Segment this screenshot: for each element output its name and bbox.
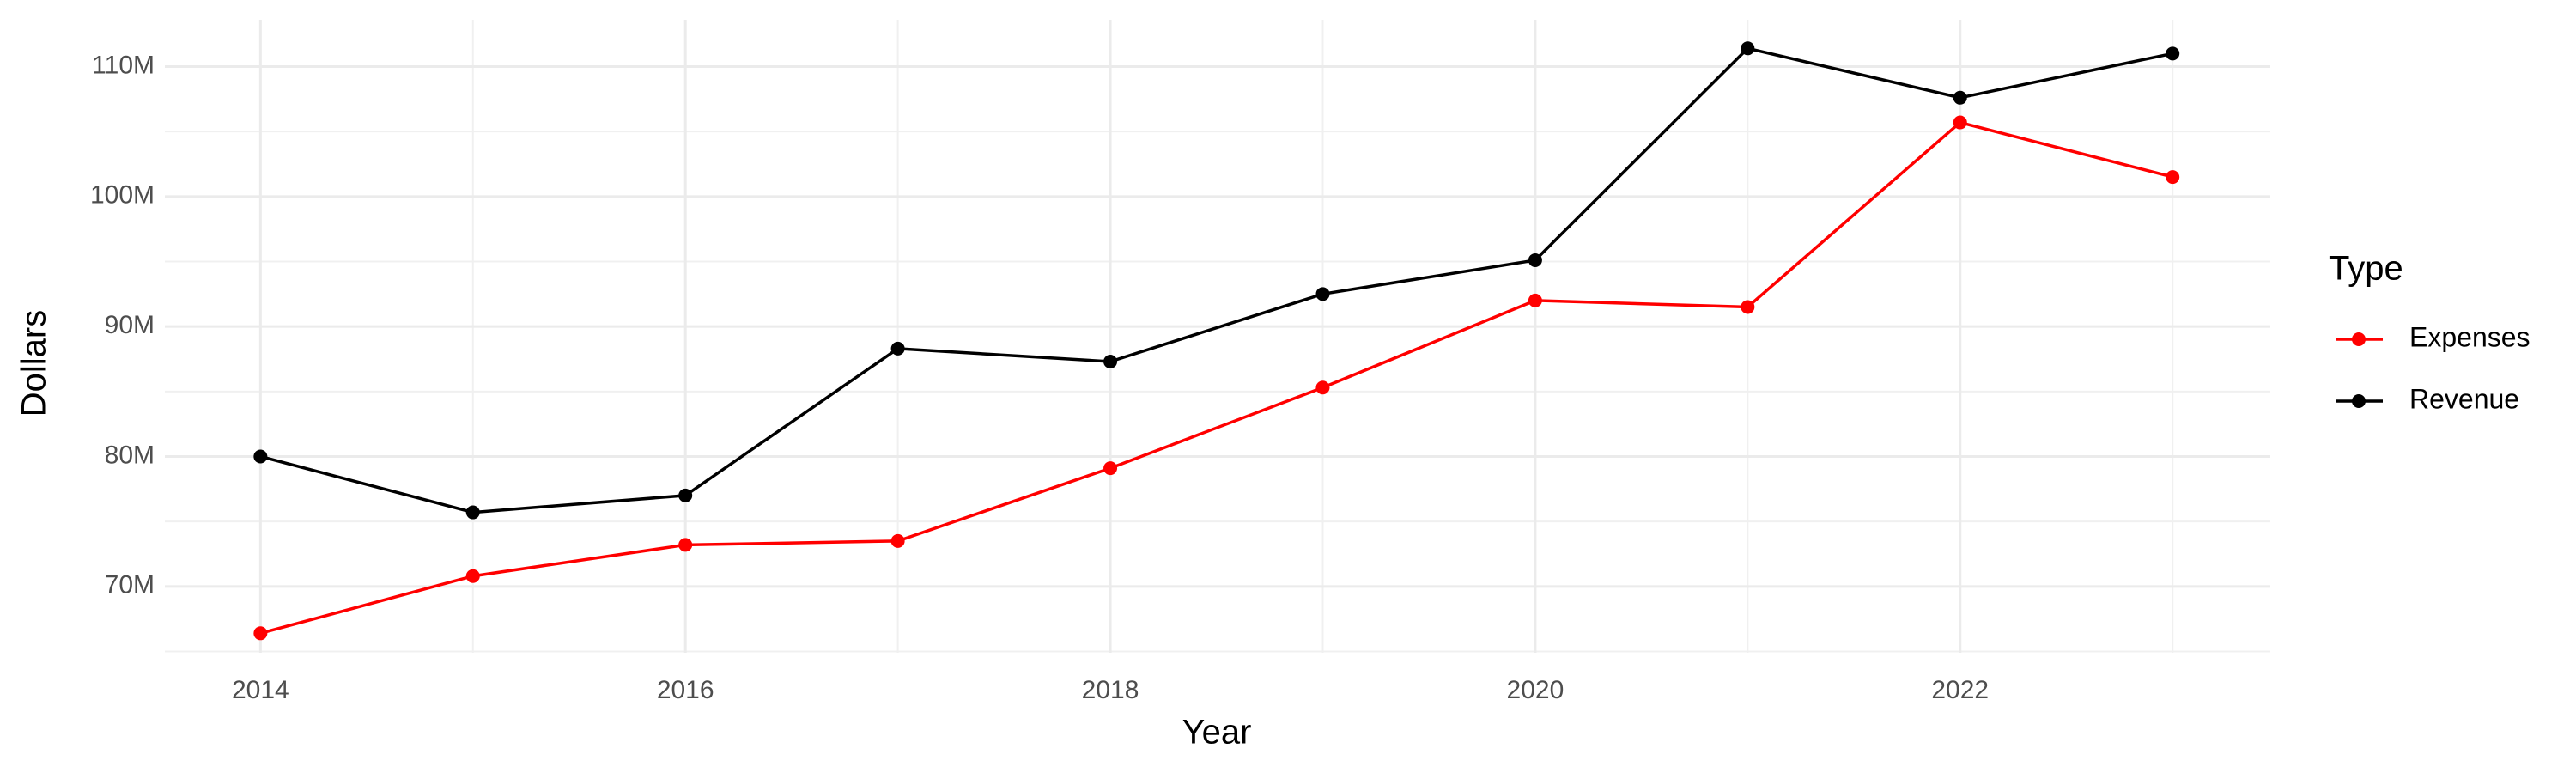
- point: [253, 449, 268, 464]
- point: [678, 488, 693, 502]
- point: [1741, 41, 1755, 56]
- x-tick-label: 2016: [657, 676, 714, 704]
- y-tick-label: 80M: [105, 441, 155, 469]
- point: [1528, 253, 1542, 267]
- point: [678, 538, 693, 552]
- point: [890, 533, 905, 548]
- x-tick-label: 2022: [1931, 676, 1989, 704]
- point: [465, 569, 480, 583]
- point: [1953, 90, 1967, 105]
- point: [890, 341, 905, 356]
- x-axis-title: Year: [1182, 714, 1252, 752]
- legend-title: Type: [2329, 250, 2403, 288]
- line: [259, 46, 2173, 514]
- x-tick-label: 2014: [232, 676, 289, 704]
- point: [1528, 293, 1542, 307]
- point: [1953, 115, 1967, 130]
- legend-label: Expenses: [2409, 321, 2530, 352]
- point: [2166, 170, 2180, 185]
- x-tick-label: 2018: [1082, 676, 1139, 704]
- point: [1103, 355, 1118, 369]
- point: [253, 626, 268, 641]
- y-tick-label: 70M: [105, 571, 155, 600]
- legend-label: Revenue: [2409, 383, 2519, 414]
- y-axis-title: Dollars: [15, 310, 53, 417]
- point: [465, 505, 480, 520]
- point: [1315, 380, 1330, 395]
- point: [1103, 461, 1118, 476]
- line: [259, 120, 2173, 635]
- y-tick-label: 100M: [90, 181, 155, 210]
- legend-marker: [2352, 394, 2366, 408]
- x-tick-label: 2020: [1507, 676, 1564, 704]
- point: [1315, 287, 1330, 301]
- y-tick-label: 90M: [105, 311, 155, 339]
- point: [2166, 46, 2180, 61]
- y-tick-label: 110M: [92, 51, 155, 79]
- point: [1741, 300, 1755, 314]
- legend-marker: [2352, 332, 2366, 346]
